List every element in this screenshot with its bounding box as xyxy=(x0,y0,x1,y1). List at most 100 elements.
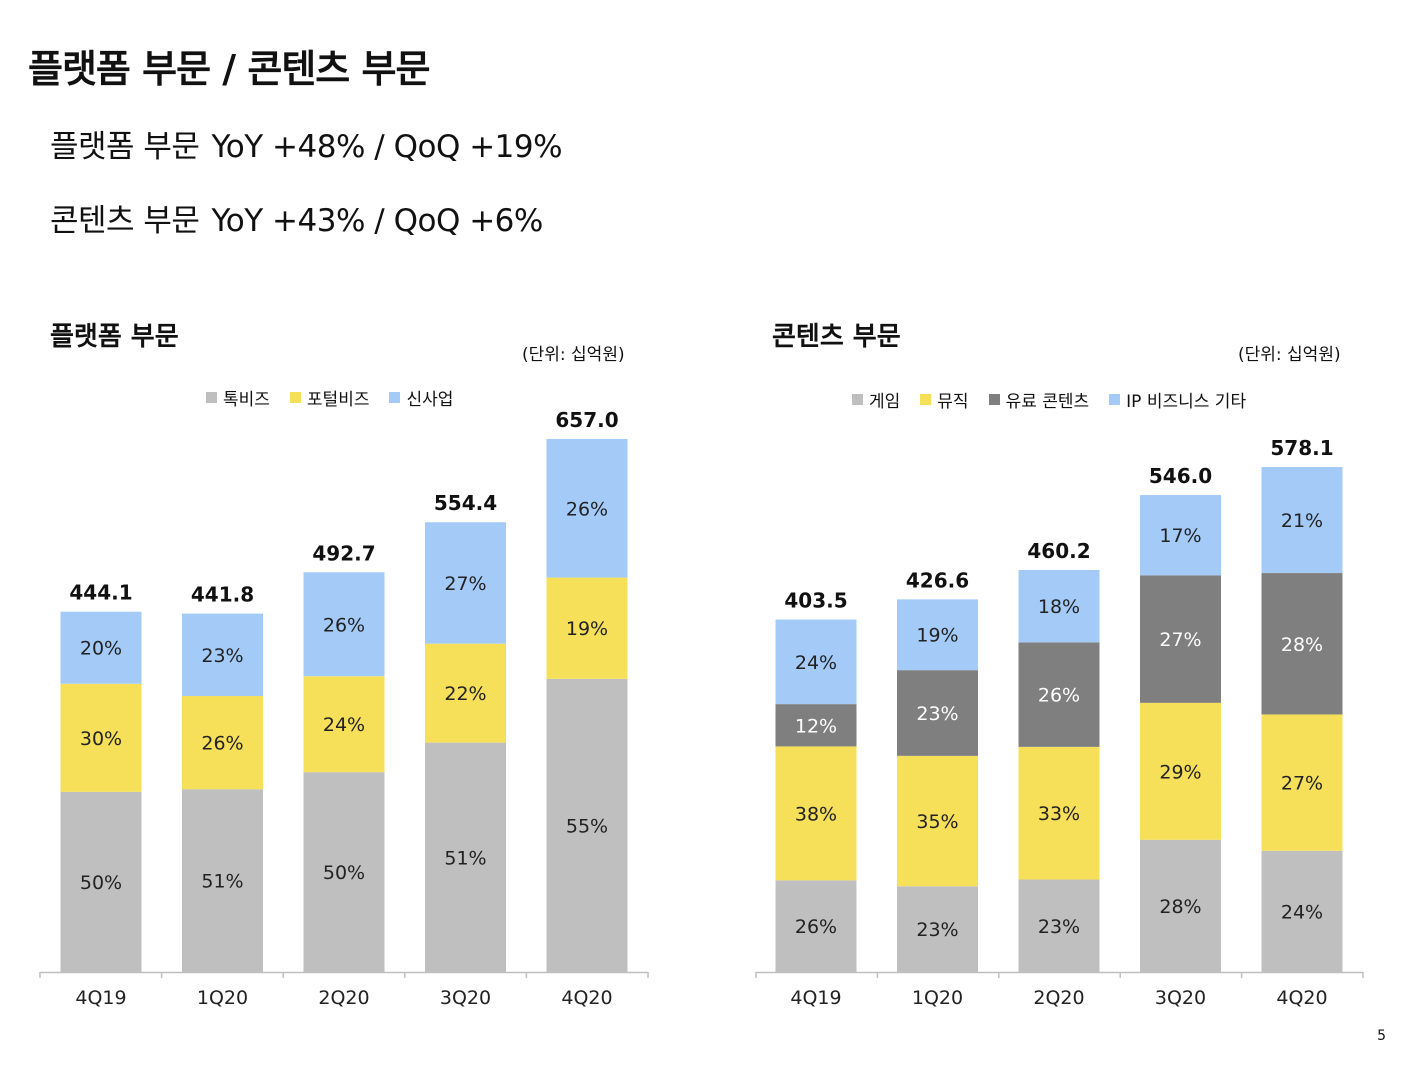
legend-item: 게임 xyxy=(852,387,900,412)
legend-swatch-yellow xyxy=(920,394,932,405)
bar-segment xyxy=(897,670,978,756)
segment-label: 21% xyxy=(1281,510,1323,532)
legend-swatch-blue xyxy=(1109,394,1121,405)
bar-segment xyxy=(1018,642,1100,747)
page-number: 5 xyxy=(1377,1028,1386,1044)
chart-title-platform: 플랫폼 부문 xyxy=(50,322,179,352)
total-label: 657.0 xyxy=(555,408,618,432)
legend-platform: 톡비즈 포털비즈 신사업 xyxy=(206,385,473,410)
legend-label: IP 비즈니스 기타 xyxy=(1126,392,1247,412)
bar-segment xyxy=(1140,702,1221,840)
bar-segment xyxy=(1261,467,1343,574)
bar-segment xyxy=(182,696,263,790)
total-label: 403.5 xyxy=(784,589,847,613)
bar-segment xyxy=(897,599,978,671)
x-tick-label: 4Q19 xyxy=(790,987,841,1009)
legend-label: 포털비즈 xyxy=(306,390,370,410)
total-label: 444.1 xyxy=(69,581,132,605)
x-tick-label: 4Q19 xyxy=(75,987,126,1009)
bar-segment xyxy=(546,577,628,679)
segment-label: 51% xyxy=(201,871,243,893)
summary-line-platform: 플랫폼 부문 YoY +48% / QoQ +19% xyxy=(50,121,563,166)
segment-label: 26% xyxy=(323,614,365,636)
x-tick-label: 4Q20 xyxy=(561,987,612,1009)
total-label: 492.7 xyxy=(312,541,375,565)
total-label: 460.2 xyxy=(1027,539,1090,563)
segment-label: 22% xyxy=(444,683,486,705)
bar-segment xyxy=(425,643,506,743)
bar-segment xyxy=(1140,495,1221,576)
segment-label: 26% xyxy=(1038,685,1080,707)
bar-segment xyxy=(303,572,385,677)
x-tick-label: 2Q20 xyxy=(1033,987,1084,1009)
bar-segment xyxy=(775,880,857,972)
bar-segment xyxy=(1261,850,1343,972)
legend-label: 유료 콘텐츠 xyxy=(1005,392,1090,412)
x-tick-label: 4Q20 xyxy=(1276,987,1327,1009)
legend-item: 포털비즈 xyxy=(289,385,370,410)
segment-label: 20% xyxy=(80,638,122,660)
bar-segment xyxy=(182,789,263,972)
legend-item: 톡비즈 xyxy=(206,385,270,410)
segment-label: 23% xyxy=(916,703,958,725)
bar-segment xyxy=(897,886,978,972)
segment-label: 55% xyxy=(566,815,608,837)
bar-segment xyxy=(775,704,857,747)
segment-label: 24% xyxy=(323,714,365,736)
bar-segment xyxy=(775,619,857,705)
chart-title-content: 콘텐츠 부문 xyxy=(772,322,901,352)
legend-label: 신사업 xyxy=(406,390,454,410)
segment-label: 23% xyxy=(1038,916,1080,938)
summary-line-content: 콘텐츠 부문 YoY +43% / QoQ +6% xyxy=(50,195,543,240)
total-label: 426.6 xyxy=(906,568,969,592)
bar-segment xyxy=(60,791,142,972)
segment-label: 50% xyxy=(80,872,122,894)
segment-label: 23% xyxy=(916,919,958,941)
segment-label: 19% xyxy=(916,625,958,647)
bar-segment xyxy=(546,678,628,972)
legend-swatch-darkgray xyxy=(988,394,1000,405)
segment-label: 26% xyxy=(795,916,837,938)
segment-label: 35% xyxy=(916,811,958,833)
segment-label: 27% xyxy=(444,573,486,595)
legend-swatch-gray xyxy=(852,394,863,405)
legend-label: 뮤직 xyxy=(937,392,969,412)
bar-segment xyxy=(425,522,506,644)
segment-label: 50% xyxy=(323,862,365,884)
segment-label: 28% xyxy=(1281,634,1323,656)
segment-label: 19% xyxy=(566,618,608,640)
bar-segment xyxy=(1140,839,1221,972)
bar-segment xyxy=(775,746,857,881)
segment-label: 38% xyxy=(795,803,837,825)
segment-label: 26% xyxy=(566,498,608,520)
legend-swatch-yellow xyxy=(289,392,301,403)
bar-segment xyxy=(1261,573,1343,715)
bar-segment xyxy=(60,611,142,684)
legend-swatch-gray xyxy=(206,392,217,403)
segment-label: 51% xyxy=(444,847,486,869)
bar-segment xyxy=(425,742,506,972)
bar-segment xyxy=(1140,575,1221,703)
segment-label: 28% xyxy=(1159,896,1201,918)
segment-label: 33% xyxy=(1038,803,1080,825)
bar-segment xyxy=(1018,569,1100,643)
bar-segment xyxy=(303,676,385,773)
bar-segment xyxy=(897,755,978,887)
segment-label: 30% xyxy=(80,728,122,750)
summary-value: YoY +48% / QoQ +19% xyxy=(211,129,563,165)
legend-item: IP 비즈니스 기타 xyxy=(1109,387,1246,412)
bar-segment xyxy=(1018,879,1100,972)
x-tick-label: 1Q20 xyxy=(912,987,963,1009)
bar-segment xyxy=(1261,714,1343,851)
segment-label: 27% xyxy=(1159,629,1201,651)
bar-segment xyxy=(546,439,628,578)
summary-label: 플랫폼 부문 xyxy=(50,129,200,165)
segment-label: 26% xyxy=(201,733,243,755)
legend-item: 신사업 xyxy=(389,385,453,410)
legend-swatch-blue xyxy=(389,392,401,403)
summary-value: YoY +43% / QoQ +6% xyxy=(211,203,543,239)
bar-segment xyxy=(303,772,385,972)
bar-segment xyxy=(60,683,142,792)
segment-label: 27% xyxy=(1281,773,1323,795)
segment-label: 24% xyxy=(795,652,837,674)
